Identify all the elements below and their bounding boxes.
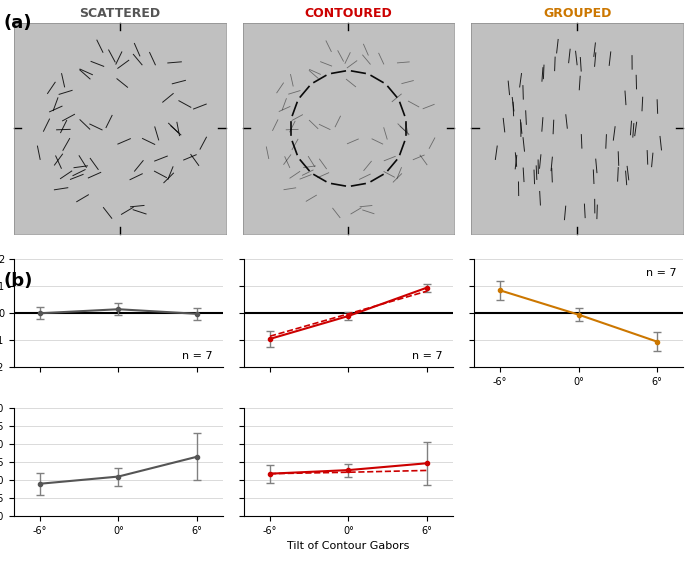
Text: (a): (a): [3, 14, 32, 32]
Title: GROUPED: GROUPED: [543, 7, 611, 20]
Text: (b): (b): [3, 272, 33, 290]
Text: n = 7: n = 7: [182, 351, 213, 361]
Title: SCATTERED: SCATTERED: [79, 7, 160, 20]
Text: n = 7: n = 7: [647, 268, 677, 278]
Text: n = 7: n = 7: [412, 351, 442, 361]
Title: CONTOURED: CONTOURED: [304, 7, 393, 20]
X-axis label: Tilt of Contour Gabors: Tilt of Contour Gabors: [287, 541, 410, 551]
